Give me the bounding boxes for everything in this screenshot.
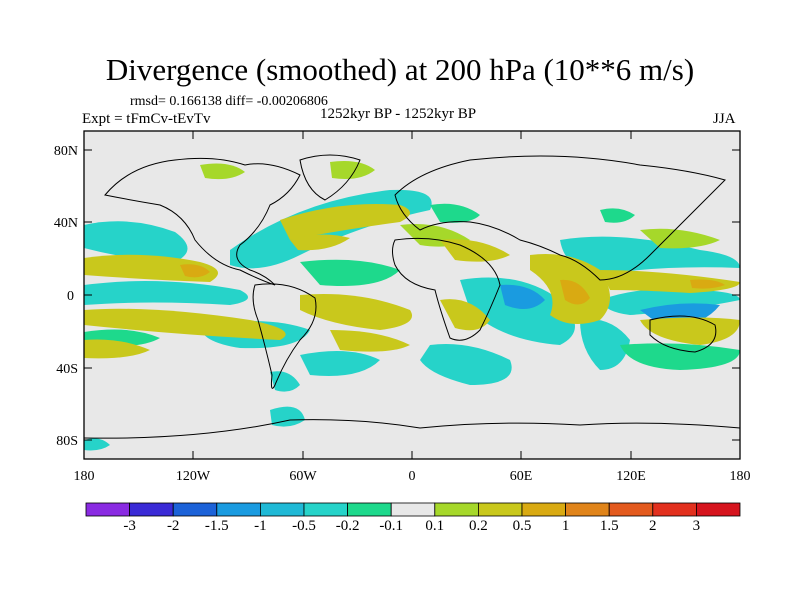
coastlines [83, 154, 741, 439]
coastline-africa [392, 237, 501, 341]
coastline-eurasia [394, 155, 726, 281]
colorbar-box [434, 502, 479, 517]
colorbar-box [259, 502, 305, 517]
lon-label: 180 [74, 469, 95, 484]
div-patch [440, 299, 490, 331]
colorbar-box [608, 502, 654, 517]
lat-label: 40S [56, 362, 78, 377]
colorbar-box [696, 502, 741, 517]
colorbar-box [303, 502, 348, 517]
div-patch [280, 204, 410, 240]
div-patch [84, 339, 150, 359]
div-patch [560, 279, 590, 305]
season-label: JJA [713, 111, 736, 127]
colorbar-box [85, 502, 130, 517]
div-patch [330, 161, 375, 179]
colorbar-label: 3 [692, 518, 701, 534]
colorbar-box [652, 502, 697, 517]
div-patch [580, 319, 630, 370]
lat-label: 0 [67, 289, 74, 304]
div-patch [600, 288, 740, 315]
div-patch [300, 351, 380, 376]
div-patch [180, 264, 210, 278]
div-patch [84, 281, 248, 305]
colorbar-box [477, 502, 523, 517]
div-patch [270, 406, 305, 427]
colorbar-label: 0.5 [512, 518, 532, 534]
div-patch [500, 284, 545, 309]
coastline-australia [649, 315, 717, 353]
map-title: Divergence (smoothed) at 200 hPa (10**6 … [105, 52, 695, 87]
colorbar-label: 1.5 [599, 518, 619, 534]
colorbar-label: -3 [123, 518, 136, 534]
experiment-label: Expt = tFmCv-tEvTv [82, 111, 211, 127]
div-patch [460, 277, 575, 345]
lat-label: 40N [54, 216, 78, 231]
lon-label: 0 [409, 469, 416, 484]
div-patch [440, 239, 510, 262]
colorbar-box [172, 502, 218, 517]
lon-label: 60W [289, 469, 317, 484]
lon-label: 120W [176, 469, 211, 484]
div-patch [330, 330, 410, 352]
div-patch [420, 344, 512, 385]
div-patch [560, 236, 740, 275]
div-patch [430, 203, 480, 223]
period-label: 1252kyr BP - 1252kyr BP [320, 106, 477, 122]
colorbar-box [565, 502, 610, 517]
divergence-field [84, 161, 740, 451]
div-patch [84, 254, 218, 282]
colorbar-box [521, 502, 566, 517]
coastline-south-america [252, 283, 317, 389]
colorbar-label: -1.5 [204, 518, 229, 534]
colorbar-label: -2 [166, 518, 180, 534]
div-patch [84, 308, 286, 340]
colorbar-box [216, 502, 261, 517]
colorbar [85, 502, 741, 517]
colorbar-box [390, 502, 436, 517]
div-patch [600, 208, 635, 223]
lon-label: 180 [730, 469, 751, 484]
div-patch [84, 221, 188, 262]
colorbar-label: 1 [561, 518, 570, 534]
lon-label: 120E [616, 469, 646, 484]
lat-label: 80N [54, 144, 78, 159]
coastline-greenland [299, 154, 361, 201]
stats-text: rmsd= 0.166138 diff= -0.00206806 [130, 94, 328, 109]
lat-label: 80S [56, 434, 78, 449]
div-patch [300, 259, 400, 286]
colorbar-label: 2 [649, 518, 657, 534]
colorbar-label: 0.2 [469, 518, 488, 534]
div-patch [270, 371, 300, 392]
colorbar-box [129, 502, 174, 517]
div-patch [690, 279, 725, 289]
div-patch [620, 343, 740, 370]
colorbar-label: -0.5 [292, 518, 316, 534]
axis-ticks [84, 131, 740, 459]
colorbar-box [347, 502, 392, 517]
coastline-north-america [104, 157, 301, 286]
div-patch [290, 234, 350, 251]
lon-label: 60E [510, 469, 533, 484]
colorbar-label: 0.1 [425, 518, 445, 534]
colorbar-label: -0.2 [335, 518, 360, 534]
div-patch [200, 163, 245, 180]
div-patch [84, 438, 110, 451]
coastline-antarctica [83, 419, 741, 439]
div-patch [300, 294, 412, 330]
div-patch [640, 228, 720, 249]
colorbar-label: -0.1 [379, 518, 404, 534]
colorbar-label: -1 [254, 518, 267, 534]
